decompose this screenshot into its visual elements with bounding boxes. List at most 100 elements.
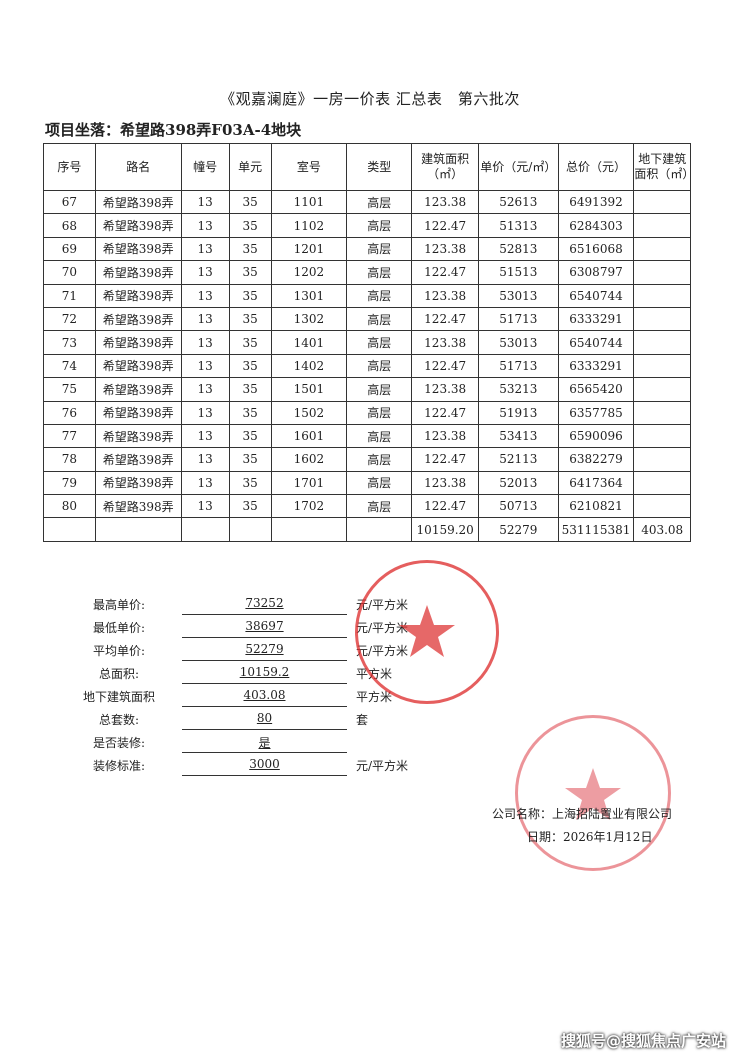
totals-cell bbox=[346, 517, 413, 542]
star-icon bbox=[565, 768, 621, 820]
table-cell: 高层 bbox=[346, 283, 413, 308]
table-cell: 77 bbox=[43, 423, 96, 449]
table-cell: 67 bbox=[43, 189, 96, 215]
table-cell: 希望路398弄 bbox=[94, 189, 182, 215]
table-cell: 123.38 bbox=[411, 470, 480, 496]
column-header: 建筑面积（㎡） bbox=[411, 143, 480, 191]
totals-cell: 52279 bbox=[478, 517, 559, 542]
table-cell: 122.47 bbox=[411, 494, 480, 519]
table-cell: 13 bbox=[180, 353, 230, 379]
table-cell: 35 bbox=[228, 353, 272, 379]
table-row: 71 希望路398弄 13 35 1301 高层 123.38 53013 6540744 bbox=[43, 283, 691, 308]
table-cell: 78 bbox=[43, 447, 96, 472]
table-cell: 希望路398弄 bbox=[94, 470, 182, 496]
table-cell: 13 bbox=[180, 330, 230, 355]
summary-label: 装修标准: bbox=[92, 759, 146, 773]
table-cell: 13 bbox=[180, 283, 230, 308]
table-cell: 希望路398弄 bbox=[94, 423, 182, 449]
table-row: 72 希望路398弄 13 35 1302 高层 122.47 51713 6333291 bbox=[43, 306, 691, 332]
summary-value-field: 403.08 bbox=[182, 688, 347, 707]
table-cell: 52813 bbox=[478, 236, 559, 262]
gov-seal-stamp bbox=[355, 560, 499, 704]
summary-unit: 元/平方米 bbox=[356, 759, 409, 773]
table-cell: 高层 bbox=[346, 400, 413, 425]
table-cell: 希望路398弄 bbox=[94, 353, 182, 379]
watermark: 搜狐号@搜狐焦点广安站 bbox=[560, 1032, 726, 1050]
table-cell: 35 bbox=[228, 213, 272, 238]
table-cell: 122.47 bbox=[411, 213, 480, 238]
price-table: 序号 路名 幢号 单元 室号 类型 建筑面积（㎡） 单价（元/㎡） 总价（元） 地下建筑面积（㎡）… bbox=[43, 143, 694, 542]
table-cell bbox=[633, 353, 691, 379]
table-cell: 123.38 bbox=[411, 283, 480, 308]
table-cell: 35 bbox=[228, 447, 272, 472]
table-cell: 122.47 bbox=[411, 306, 480, 332]
table-cell: 1301 bbox=[270, 283, 348, 308]
table-row: 75 希望路398弄 13 35 1501 高层 123.38 53213 6565420 bbox=[43, 377, 691, 402]
table-cell bbox=[633, 447, 691, 472]
project-location: 项目坐落：希望路398弄F03A-4地块 bbox=[45, 121, 302, 139]
totals-cell: 10159.20 bbox=[411, 517, 480, 542]
table-cell: 高层 bbox=[346, 260, 413, 285]
table-row: 68 希望路398弄 13 35 1102 高层 122.47 51313 6284303 bbox=[43, 213, 691, 238]
table-cell: 13 bbox=[180, 470, 230, 496]
table-cell: 122.47 bbox=[411, 447, 480, 472]
totals-cell: 403.08 bbox=[633, 517, 691, 542]
summary-value-field: 73252 bbox=[182, 596, 347, 615]
summary-value: 52279 bbox=[245, 642, 284, 656]
summary-value-field: 80 bbox=[182, 711, 347, 730]
table-cell: 51313 bbox=[478, 213, 559, 238]
table-cell: 35 bbox=[228, 189, 272, 215]
summary-value: 3000 bbox=[249, 757, 280, 771]
summary-label: 地下建筑面积 bbox=[82, 690, 155, 704]
table-row: 69 希望路398弄 13 35 1201 高层 123.38 52813 6516068 bbox=[43, 236, 691, 262]
table-cell: 35 bbox=[228, 330, 272, 355]
summary-label: 总面积: bbox=[98, 667, 140, 681]
column-header: 单价（元/㎡） bbox=[478, 143, 559, 191]
table-cell: 希望路398弄 bbox=[94, 377, 182, 402]
table-cell: 13 bbox=[180, 377, 230, 402]
table-cell: 高层 bbox=[346, 447, 413, 472]
summary-row: 是否装修: 是 bbox=[60, 730, 460, 753]
table-cell bbox=[633, 283, 691, 308]
totals-cell bbox=[94, 517, 182, 542]
column-header: 单元 bbox=[228, 143, 272, 191]
table-cell: 73 bbox=[43, 330, 96, 355]
table-cell: 35 bbox=[228, 400, 272, 425]
table-cell: 68 bbox=[43, 213, 96, 238]
table-cell: 35 bbox=[228, 377, 272, 402]
table-cell: 1502 bbox=[270, 400, 348, 425]
table-cell: 希望路398弄 bbox=[94, 447, 182, 472]
table-cell bbox=[633, 260, 691, 285]
table-cell: 1701 bbox=[270, 470, 348, 496]
table-cell: 1202 bbox=[270, 260, 348, 285]
table-cell bbox=[633, 189, 691, 215]
table-header-row: 序号 路名 幢号 单元 室号 类型 建筑面积（㎡） 单价（元/㎡） 总价（元） 地下建筑面积（㎡） bbox=[43, 143, 694, 191]
table-cell: 高层 bbox=[346, 470, 413, 496]
table-cell: 35 bbox=[228, 494, 272, 519]
table-cell: 123.38 bbox=[411, 423, 480, 449]
table-cell: 希望路398弄 bbox=[94, 236, 182, 262]
summary-label: 最低单价: bbox=[92, 621, 146, 635]
table-cell: 122.47 bbox=[411, 260, 480, 285]
summary-value: 38697 bbox=[245, 619, 284, 633]
table-row: 78 希望路398弄 13 35 1602 高层 122.47 52113 6382279 bbox=[43, 447, 691, 472]
summary-value: 80 bbox=[256, 711, 273, 725]
company-name: 公司名称：上海招陆置业有限公司 bbox=[492, 807, 673, 821]
table-cell: 1702 bbox=[270, 494, 348, 519]
table-cell: 高层 bbox=[346, 423, 413, 449]
table-cell: 72 bbox=[43, 306, 96, 332]
summary-value-field: 38697 bbox=[182, 619, 347, 638]
table-cell: 6333291 bbox=[557, 353, 635, 379]
table-cell: 1401 bbox=[270, 330, 348, 355]
table-cell: 13 bbox=[180, 260, 230, 285]
table-cell: 51713 bbox=[478, 306, 559, 332]
table-cell: 1102 bbox=[270, 213, 348, 238]
summary-value: 是 bbox=[258, 736, 271, 750]
table-cell: 希望路398弄 bbox=[94, 213, 182, 238]
document-date: 日期：2026年1月12日 bbox=[527, 830, 653, 844]
table-cell: 6357785 bbox=[557, 400, 635, 425]
summary-row: 总套数: 80 套 bbox=[60, 707, 460, 730]
summary-value-field: 是 bbox=[182, 734, 347, 753]
table-cell: 51913 bbox=[478, 400, 559, 425]
column-header: 幢号 bbox=[180, 143, 230, 191]
